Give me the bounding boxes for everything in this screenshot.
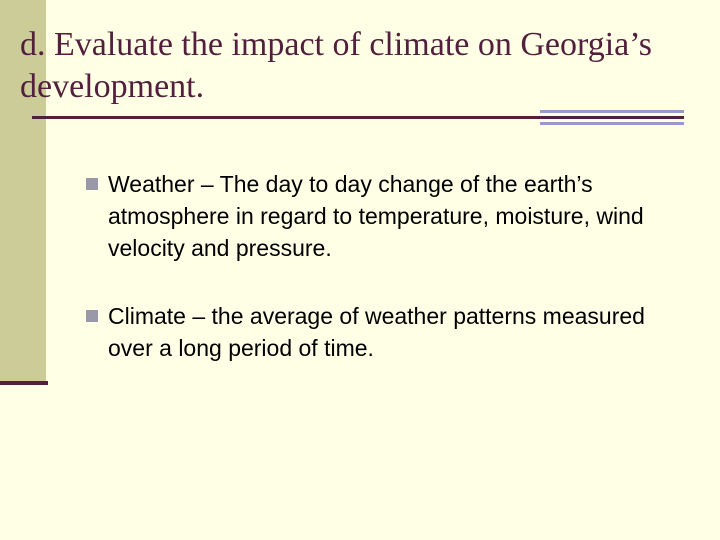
accent-stripe [540, 122, 684, 125]
square-bullet-icon [86, 310, 98, 322]
title-underline [32, 116, 540, 119]
accent-stripe [540, 116, 684, 119]
bullet-item-climate: Climate – the average of weather pattern… [86, 300, 686, 364]
slide-title: d. Evaluate the impact of climate on Geo… [20, 26, 652, 105]
accent-stripe [540, 110, 684, 113]
bullet-text-weather: Weather – The day to day change of the e… [108, 171, 644, 261]
square-bullet-icon [86, 178, 98, 190]
bullet-item-weather: Weather – The day to day change of the e… [86, 168, 686, 264]
left-decorative-bar [0, 0, 46, 384]
bullet-list: Weather – The day to day change of the e… [86, 168, 686, 400]
bullet-text-climate: Climate – the average of weather pattern… [108, 303, 645, 361]
title-underline-accent [540, 110, 684, 126]
left-bar-underline [0, 381, 48, 385]
